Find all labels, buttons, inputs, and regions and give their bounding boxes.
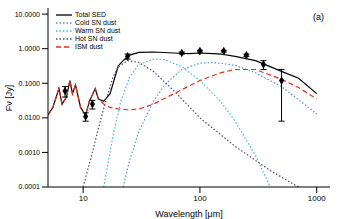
svg-text:Wavelength [μm]: Wavelength [μm]: [155, 209, 222, 219]
svg-text:0.0010: 0.0010: [19, 149, 41, 156]
svg-text:0.0001: 0.0001: [19, 183, 41, 190]
html-text:Total SED: Total SED: [75, 11, 107, 18]
html-text:ISM dust: ISM dust: [75, 43, 103, 50]
svg-text:10.0000: 10.0000: [15, 11, 40, 18]
svg-text:1000: 1000: [308, 194, 326, 203]
svg-text:0.1000: 0.1000: [19, 80, 41, 87]
html-text:Cold SN dust: Cold SN dust: [75, 19, 117, 26]
html-text:Warm SN dust: Warm SN dust: [75, 27, 121, 34]
svg-text:0.0100: 0.0100: [19, 114, 41, 121]
html-text:(a): (a): [313, 12, 324, 22]
html-text:Fν [Jy]: Fν [Jy]: [4, 84, 14, 111]
svg-text:1.0000: 1.0000: [19, 45, 41, 52]
html-text:Hot SN dust: Hot SN dust: [75, 35, 113, 42]
svg-text:100: 100: [193, 194, 207, 203]
svg-text:10: 10: [79, 194, 88, 203]
